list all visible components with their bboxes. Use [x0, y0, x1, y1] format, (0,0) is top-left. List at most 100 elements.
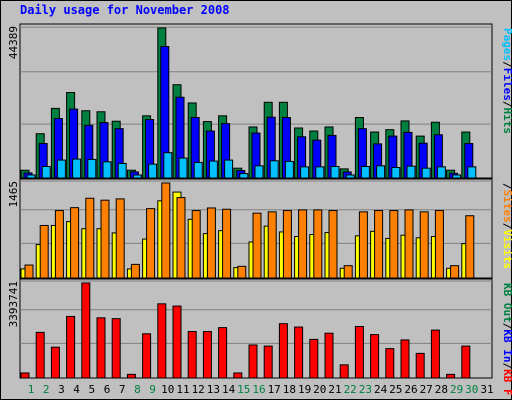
x-tick-label: 27 [420, 383, 433, 396]
bar-kb-f-day-6 [96, 317, 106, 379]
bar-kb-f-day-13 [202, 331, 212, 379]
bar-kb-f-day-11 [172, 305, 182, 379]
bar-pages-day-5 [87, 158, 97, 179]
x-tick-label: 16 [252, 383, 265, 396]
chart-labels: 44389Pages/Files/Hits1465/Sites/Visits33… [7, 26, 512, 396]
bar-sites-day-7 [115, 198, 125, 279]
bar-sites-day-26 [404, 209, 414, 279]
x-tick-label: 30 [465, 383, 478, 396]
bar-kb-f-day-16 [248, 344, 258, 379]
bar-pages-day-28 [436, 166, 446, 179]
bar-kb-f-day-12 [187, 331, 197, 379]
x-tick-label: 4 [73, 383, 80, 396]
x-tick-label: 19 [298, 383, 311, 396]
bar-pages-day-23 [360, 166, 370, 179]
bar-kb-f-day-29 [446, 373, 456, 379]
bar-sites-day-23 [358, 211, 368, 279]
legend-item--: / [501, 223, 512, 230]
bar-pages-day-21 [330, 166, 340, 179]
bar-sites-day-15 [237, 265, 247, 279]
bar-pages-day-7 [117, 162, 127, 179]
bar-pages-day-27 [421, 167, 431, 179]
bar-sites-day-13 [206, 207, 216, 279]
bar-pages-day-26 [406, 165, 416, 179]
panel-1-legend: Pages/Files/Hits [501, 28, 512, 134]
bar-kb-f-day-5 [81, 282, 91, 379]
bar-kb-f-day-19 [294, 326, 304, 379]
x-tick-label: 29 [450, 383, 463, 396]
x-tick-label: 5 [88, 383, 95, 396]
bar-kb-f-day-21 [324, 332, 334, 379]
panel-2-ymax-label: 1465 [7, 181, 20, 208]
x-tick-label: 22 [344, 383, 357, 396]
x-tick-label: 7 [119, 383, 126, 396]
bar-sites-day-5 [85, 197, 95, 279]
chart-bars [20, 27, 477, 379]
bar-sites-day-18 [282, 210, 292, 279]
bar-pages-day-11 [178, 157, 188, 179]
bar-sites-day-1 [24, 264, 34, 279]
bar-pages-day-16 [254, 165, 264, 179]
legend-item--: / [501, 183, 512, 190]
bar-kb-f-day-8 [126, 373, 136, 379]
bar-sites-day-3 [54, 210, 64, 279]
bar-sites-day-20 [313, 209, 323, 279]
bar-kb-f-day-23 [354, 325, 364, 379]
x-tick-label: 8 [134, 383, 141, 396]
panel-1-ymax-label: 44389 [7, 26, 20, 59]
bar-pages-day-4 [72, 158, 82, 179]
bar-pages-day-13 [208, 160, 218, 179]
legend-item-visits: Visits [501, 229, 512, 269]
bar-sites-day-24 [374, 210, 384, 279]
x-tick-label: 26 [404, 383, 417, 396]
bar-kb-f-day-28 [430, 329, 440, 379]
bar-sites-day-4 [70, 207, 80, 279]
chart-title: Daily usage for November 2008 [20, 3, 230, 17]
legend-item-files: Files [501, 68, 512, 101]
bar-sites-day-16 [252, 212, 262, 279]
bar-pages-day-3 [56, 159, 66, 179]
bar-kb-f-day-25 [385, 348, 395, 379]
x-tick-label: 6 [104, 383, 111, 396]
bar-kb-f-day-9 [142, 333, 152, 379]
legend-item-sites: Sites [501, 190, 512, 223]
x-tick-label: 31 [480, 383, 493, 396]
panel-2-legend: /Sites/Visits [501, 183, 512, 269]
bar-pages-day-12 [193, 161, 203, 179]
bar-pages-day-15 [239, 173, 249, 179]
x-tick-label: 23 [359, 383, 372, 396]
bar-sites-day-11 [176, 197, 186, 279]
x-tick-label: 17 [268, 383, 281, 396]
bar-pages-day-20 [315, 166, 325, 179]
bar-kb-f-day-24 [370, 334, 380, 379]
bar-pages-day-8 [132, 174, 142, 179]
bar-pages-day-19 [300, 166, 310, 179]
legend-item-kb-out: KB Out [501, 283, 512, 323]
bar-sites-day-25 [389, 210, 399, 279]
bar-pages-day-25 [391, 167, 401, 179]
bar-kb-f-day-26 [400, 339, 410, 379]
bar-kb-f-day-30 [461, 345, 471, 379]
legend-item-kb-f: KB F [501, 369, 512, 396]
bar-kb-f-day-2 [35, 331, 45, 379]
panel-3-ymax-label: 3393741 [7, 281, 20, 327]
bar-kb-f-day-4 [66, 315, 76, 379]
bar-kb-f-day-27 [415, 352, 425, 379]
legend-item-kb-in: KB In [501, 329, 512, 362]
x-tick-label: 24 [374, 383, 388, 396]
legend-item-hits: Hits [501, 108, 512, 135]
x-tick-label: 2 [43, 383, 50, 396]
bar-sites-day-8 [130, 263, 140, 279]
bar-pages-day-24 [376, 165, 386, 179]
bar-kb-f-day-15 [233, 372, 243, 379]
bar-pages-day-30 [467, 166, 477, 179]
x-tick-label: 10 [161, 383, 174, 396]
bar-kb-f-day-20 [309, 338, 319, 379]
bar-sites-day-6 [100, 199, 110, 279]
bar-pages-day-17 [269, 160, 279, 179]
x-tick-label: 18 [283, 383, 296, 396]
legend-item--: / [501, 101, 512, 108]
bar-kb-f-day-14 [218, 327, 228, 379]
bar-pages-day-29 [452, 174, 462, 179]
